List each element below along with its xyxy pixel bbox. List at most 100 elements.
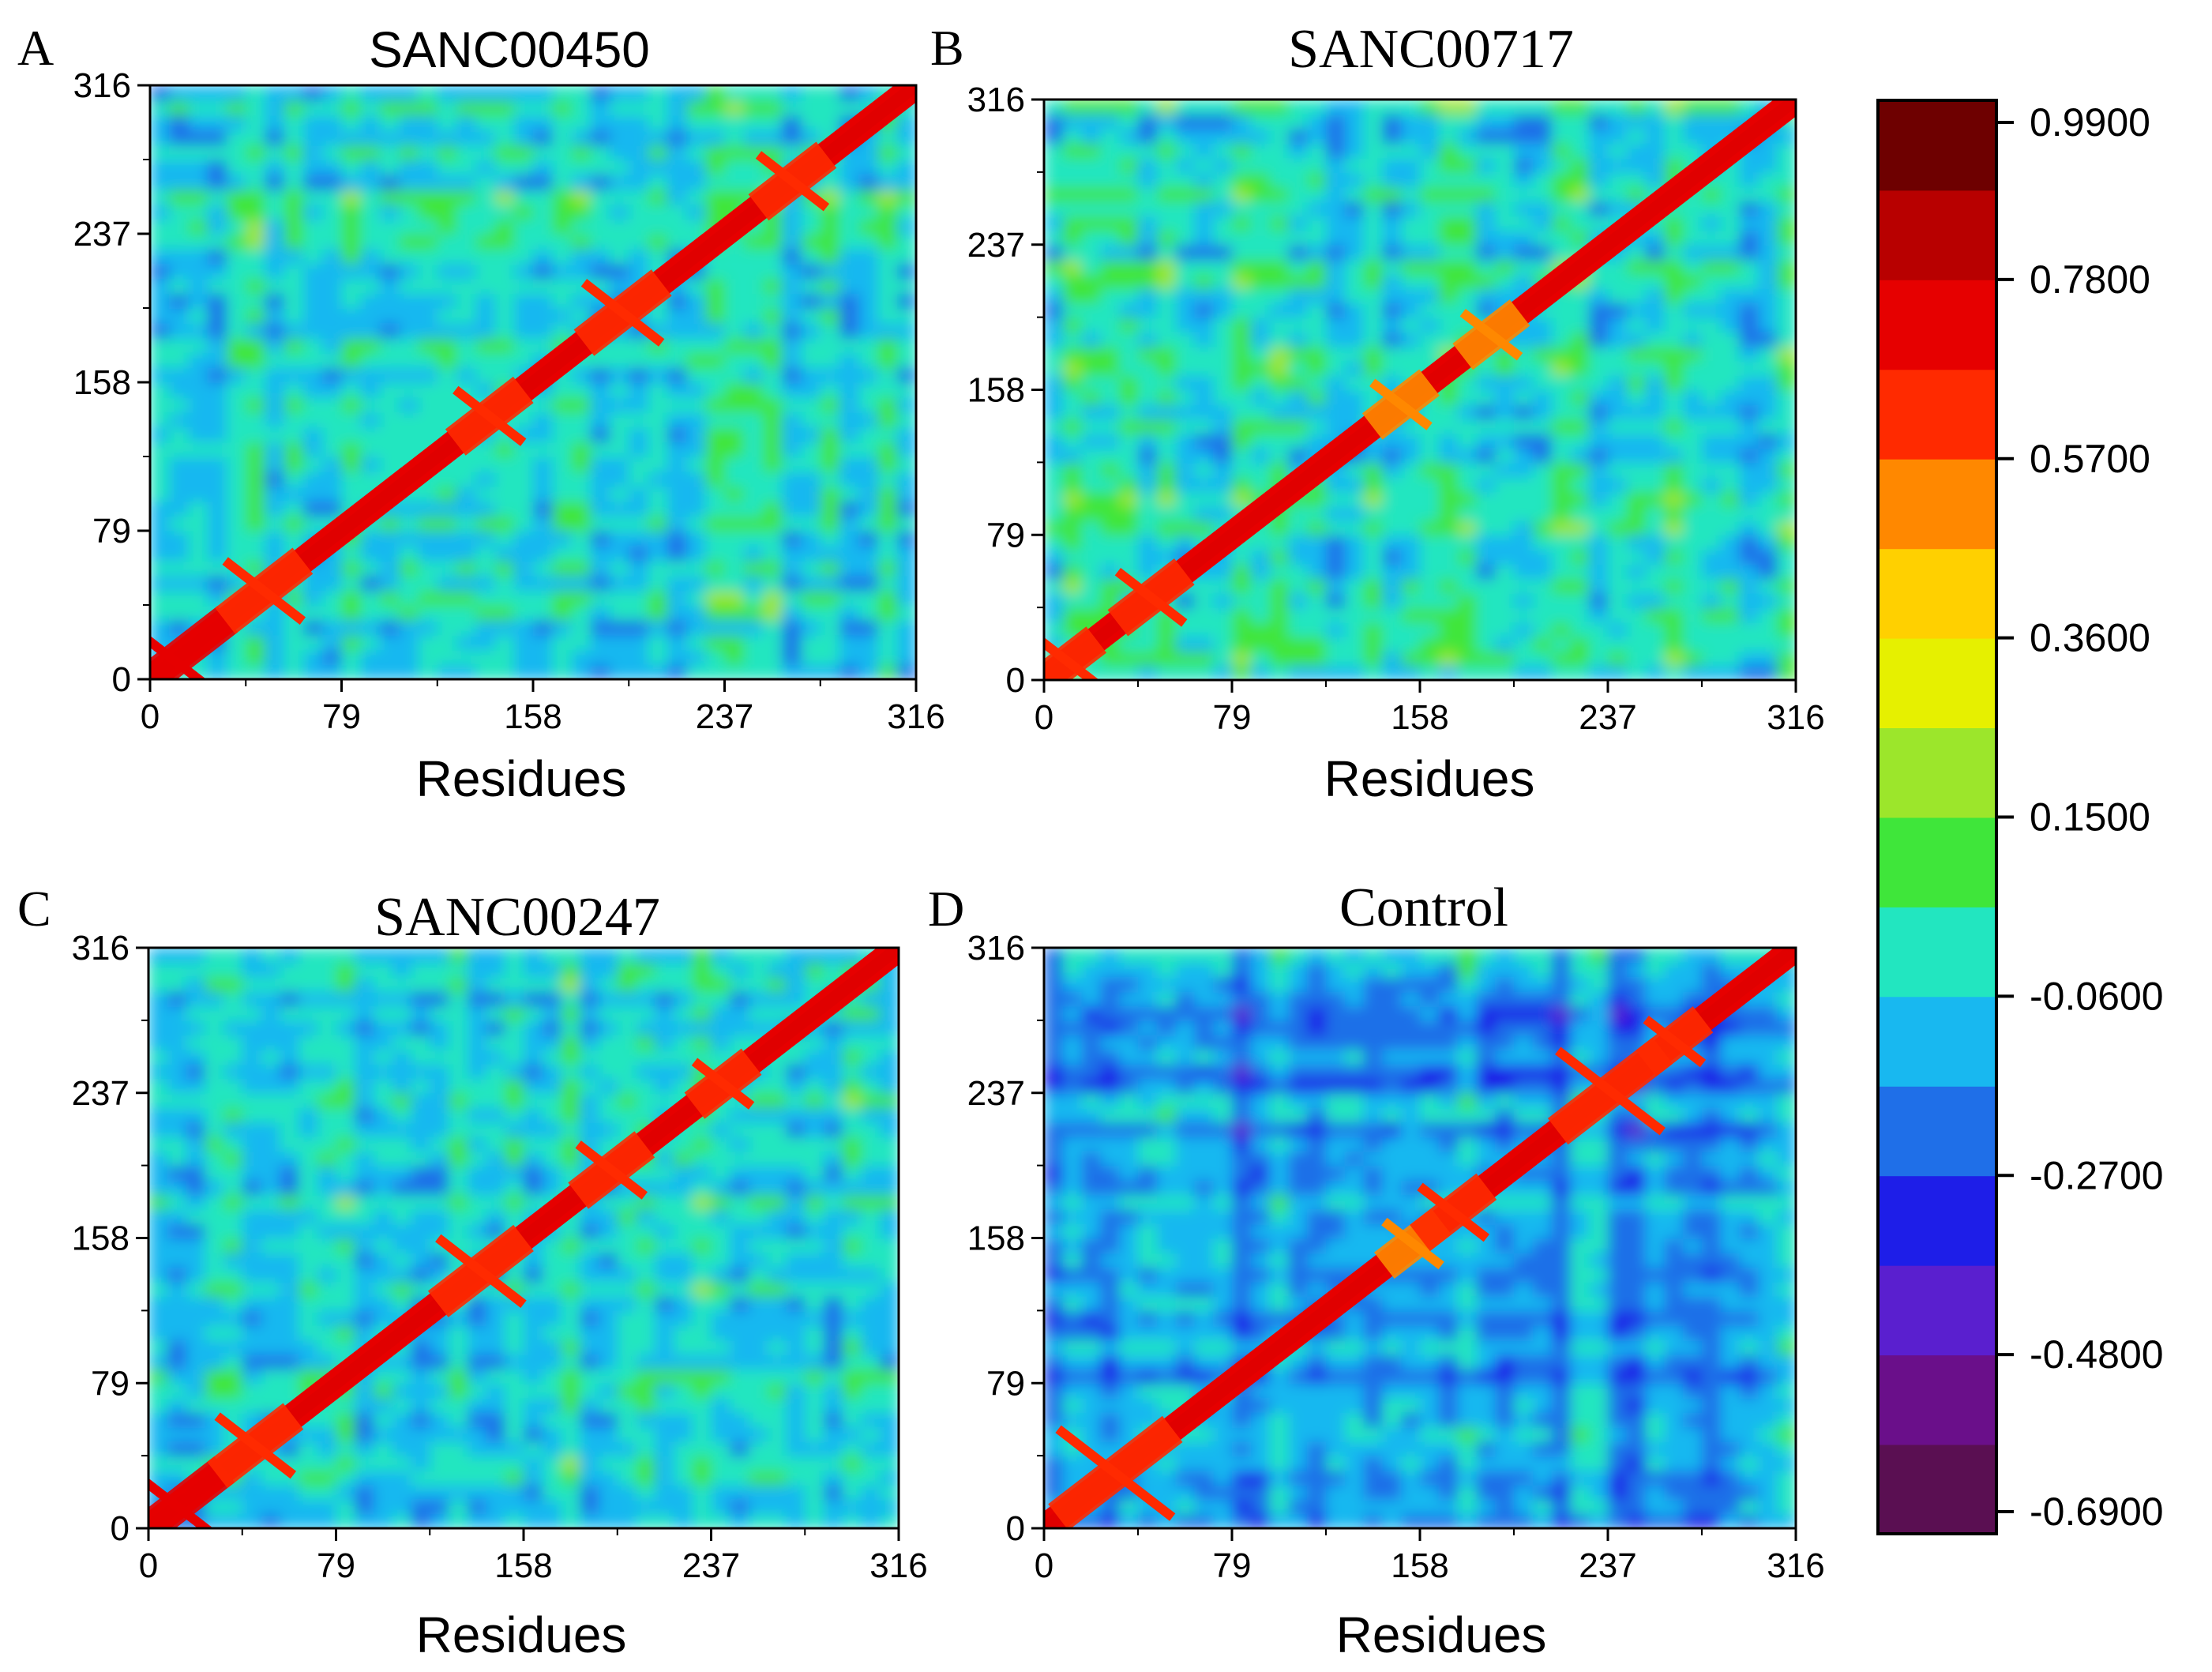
heatmap-cell xyxy=(877,352,898,369)
y-tick-label: 79 xyxy=(986,516,1025,554)
heatmap-cell xyxy=(336,976,356,993)
heatmap-cell xyxy=(1194,201,1215,216)
heatmap-cell xyxy=(655,1064,675,1080)
heatmap-cell xyxy=(449,1354,468,1370)
heatmap-cell xyxy=(392,1122,412,1137)
heatmap-cell xyxy=(430,948,450,964)
heatmap-cell xyxy=(805,1049,825,1065)
heatmap-cell xyxy=(801,649,821,666)
heatmap-cell xyxy=(150,441,171,457)
heatmap-cell xyxy=(655,1180,675,1196)
y-tick-label: 316 xyxy=(73,66,131,105)
heatmap-cell xyxy=(629,590,649,606)
heatmap-cell xyxy=(1175,143,1196,159)
heatmap-cell xyxy=(743,590,764,606)
heatmap-cell xyxy=(374,1456,393,1471)
heatmap-cell xyxy=(610,367,630,383)
heatmap-cell xyxy=(284,100,305,116)
heatmap-cell xyxy=(1777,346,1796,362)
heatmap-cell xyxy=(1683,622,1703,637)
heatmap-cell xyxy=(896,337,916,354)
heatmap-cell xyxy=(1608,476,1628,493)
heatmap-cell xyxy=(167,1064,187,1080)
heatmap-cell xyxy=(711,1223,731,1239)
heatmap-cell xyxy=(590,85,611,101)
heatmap-cell xyxy=(317,1180,337,1196)
heatmap-cell xyxy=(1626,389,1647,405)
heatmap-cell xyxy=(456,248,477,265)
heatmap-cell xyxy=(341,560,362,577)
heatmap-cell xyxy=(1307,273,1327,289)
heatmap-cell xyxy=(392,1368,412,1385)
heatmap-cell xyxy=(242,1020,262,1036)
heatmap-cell xyxy=(167,1426,187,1442)
heatmap-cell xyxy=(861,1020,881,1036)
heatmap-cell xyxy=(1232,201,1252,216)
heatmap-cell xyxy=(1156,143,1177,159)
heatmap-cell xyxy=(692,1324,712,1341)
heatmap-cell xyxy=(877,471,898,487)
heatmap-cell xyxy=(207,145,228,160)
heatmap-cell xyxy=(284,634,305,651)
heatmap-cell xyxy=(1777,505,1796,521)
heatmap-cell xyxy=(486,1412,506,1428)
heatmap-cell xyxy=(1250,230,1271,246)
heatmap-cell xyxy=(877,545,898,562)
heatmap-cell xyxy=(839,486,860,502)
heatmap-cell xyxy=(169,115,190,131)
heatmap-cell xyxy=(524,1180,543,1196)
heatmap-cell xyxy=(1194,419,1215,434)
panel-letter: B xyxy=(930,20,964,76)
heatmap-cell xyxy=(418,501,438,517)
heatmap-cell xyxy=(246,545,266,562)
heatmap-cell xyxy=(303,471,324,487)
heatmap-cell xyxy=(1401,476,1421,493)
heatmap-cell xyxy=(1401,216,1421,231)
heatmap-cell xyxy=(617,1499,637,1515)
heatmap-cell xyxy=(1777,287,1796,304)
heatmap-cell xyxy=(1288,259,1309,275)
heatmap-cell xyxy=(1457,535,1478,550)
heatmap-cell xyxy=(542,1456,562,1471)
heatmap-cell xyxy=(896,263,916,280)
heatmap-cell xyxy=(1495,360,1515,377)
heatmap-cell xyxy=(1288,100,1309,115)
heatmap-cell xyxy=(322,471,343,487)
heatmap-cell xyxy=(1664,622,1684,637)
heatmap-cell xyxy=(355,1252,375,1268)
heatmap-cell xyxy=(749,1122,768,1137)
heatmap-cell xyxy=(786,1165,806,1181)
heatmap-cell xyxy=(724,531,745,547)
heatmap-cell xyxy=(1438,651,1459,667)
heatmap-cell xyxy=(1438,1513,1459,1528)
heatmap-cell xyxy=(242,1368,262,1385)
heatmap-cell xyxy=(705,501,726,517)
heatmap-cell xyxy=(858,352,879,369)
heatmap-cell xyxy=(360,575,381,592)
heatmap-cell xyxy=(169,545,190,562)
heatmap-cell xyxy=(1175,157,1196,173)
heatmap-cell xyxy=(456,322,477,339)
heatmap-cell xyxy=(1758,491,1778,507)
heatmap-cell xyxy=(1683,520,1703,536)
heatmap-cell xyxy=(861,1208,881,1225)
heatmap-cell xyxy=(437,367,458,383)
heatmap-cell xyxy=(284,85,305,101)
heatmap-cell xyxy=(877,457,898,472)
heatmap-cell xyxy=(360,189,381,205)
heatmap-cell xyxy=(1138,1513,1158,1528)
heatmap-cell xyxy=(801,219,821,235)
x-tick-label: 237 xyxy=(682,1546,740,1585)
heatmap-cell xyxy=(1062,520,1083,536)
heatmap-cell xyxy=(1232,259,1252,275)
heatmap-cell xyxy=(148,1092,168,1109)
heatmap-cell xyxy=(1532,520,1553,536)
heatmap-cell xyxy=(839,411,860,428)
heatmap-cell xyxy=(842,1165,862,1181)
heatmap-cell xyxy=(380,219,400,235)
heatmap-cell xyxy=(655,1092,675,1109)
heatmap-cell xyxy=(261,1035,281,1050)
heatmap-cell xyxy=(1739,100,1759,115)
heatmap-cell xyxy=(1438,244,1459,261)
heatmap-cell xyxy=(284,337,305,354)
